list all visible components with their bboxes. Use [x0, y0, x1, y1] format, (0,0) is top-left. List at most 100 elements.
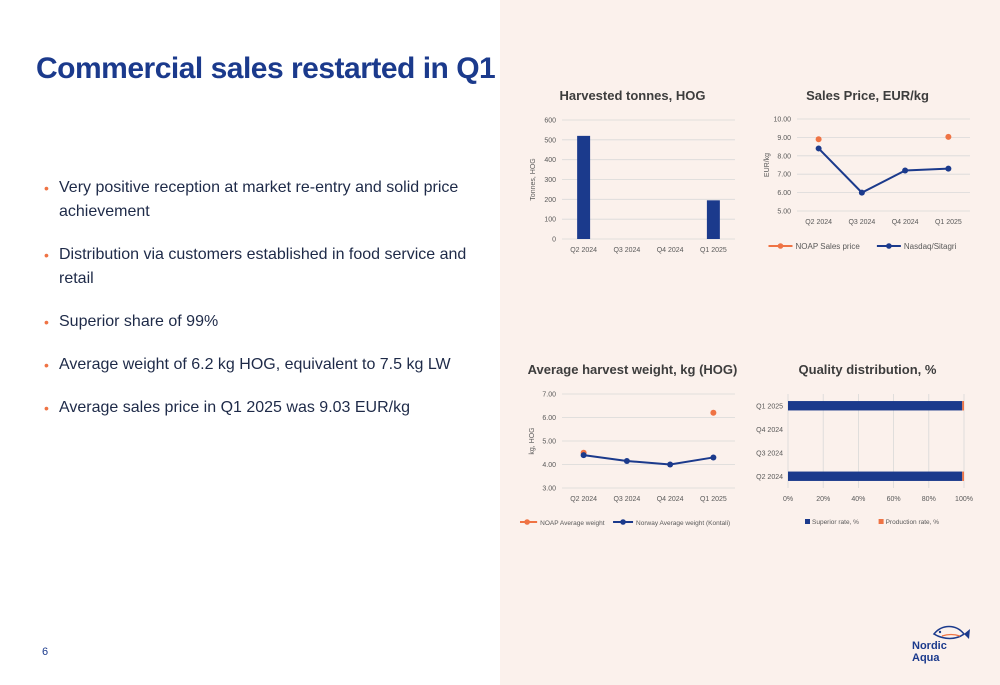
y-tick-label: Q1 2025 — [756, 403, 783, 410]
data-point — [945, 165, 952, 172]
fish-logo-icon — [932, 625, 970, 640]
y-axis-label: kg, HOG — [529, 427, 536, 454]
legend-swatch — [805, 519, 810, 524]
x-tick-label: Q4 2024 — [657, 496, 684, 503]
harvest-weight-svg: 3.00 4.00 5.00 6.00 7.00 Q2 2024 Q3 2024 Q4 202… — [517, 392, 735, 527]
legend-label: Superior rate, % — [812, 519, 859, 526]
bullet-marker: • — [44, 247, 49, 263]
legend-label: NOAP Average weight — [540, 520, 605, 527]
bar-segment — [788, 401, 963, 411]
y-tick-label: Q2 2024 — [756, 474, 783, 481]
x-tick-label: Q2 2024 — [570, 247, 597, 254]
legend-marker — [886, 243, 892, 249]
legend-label: Norway Average weight (Kontali) — [636, 520, 730, 527]
legend-label: Production rate, % — [886, 519, 940, 526]
legend-label: Nasdaq/Sitagri — [904, 242, 957, 251]
data-point — [945, 133, 952, 140]
bullet-item: • Superior share of 99% — [44, 310, 474, 334]
harvested-tonnes-chart: Harvested tonnes, HOG 0 100 200 300 400 500 60… — [520, 88, 745, 263]
company-logo: Nordic Aqua — [912, 622, 972, 670]
bullet-item: • Average sales price in Q1 2025 was 9.03… — [44, 396, 474, 420]
y-axis-label: EUR/kg — [764, 153, 771, 177]
bar-segment — [962, 401, 964, 411]
bullet-marker: • — [44, 357, 49, 373]
data-point — [580, 452, 587, 459]
x-tick-label: Q2 2024 — [805, 219, 832, 226]
bar-segment — [788, 471, 963, 481]
y-tick-label: 7.00 — [542, 392, 556, 399]
data-point — [858, 189, 865, 196]
left-panel: Commercial sales restarted in Q1 • Very p… — [36, 52, 496, 658]
x-tick-label: 0% — [783, 496, 793, 503]
y-axis-label: Tonnes, HOG — [530, 158, 537, 200]
y-tick-label: 6.00 — [542, 415, 556, 422]
bullet-marker: • — [44, 400, 49, 416]
y-tick-label: 10.00 — [773, 117, 791, 124]
x-tick-label: Q3 2024 — [613, 496, 640, 503]
bullet-text: Superior share of 99% — [59, 313, 219, 330]
bar — [577, 135, 591, 239]
right-panel — [500, 0, 1000, 685]
x-tick-label: Q4 2024 — [657, 247, 684, 254]
legend-marker — [777, 243, 784, 249]
series-line — [817, 147, 949, 194]
chart-title: Sales Price, EUR/kg — [806, 88, 929, 103]
quality-distribution-chart: Quality distribution, % 0% 20% 40% 60% 80% 10… — [755, 362, 980, 537]
y-tick-label: 600 — [544, 118, 556, 125]
bullet-marker: • — [44, 314, 49, 330]
x-tick-label: Q3 2024 — [848, 219, 875, 226]
y-tick-label: 4.00 — [542, 462, 556, 469]
y-tick-label: 5.00 — [777, 209, 791, 216]
x-tick-label: Q1 2025 — [700, 247, 727, 254]
chart-title: Quality distribution, % — [798, 362, 937, 377]
data-point — [815, 145, 822, 152]
y-tick-label: 7.00 — [777, 172, 791, 179]
harvested-tonnes-svg: 0 100 200 300 400 500 600 Q2 2024 Q3 2024 Q4 2024… — [530, 118, 735, 254]
y-tick-label: 9.00 — [777, 135, 791, 142]
y-tick-label: 300 — [544, 177, 556, 184]
x-tick-label: Q4 2024 — [892, 219, 919, 226]
y-tick-label: 0 — [552, 237, 556, 244]
series-line — [583, 454, 714, 466]
legend-swatch — [878, 519, 884, 524]
x-tick-label: 20% — [816, 496, 830, 503]
y-tick-label: 8.00 — [777, 153, 791, 160]
bullet-text: Very positive reception at market re-ent… — [59, 179, 459, 220]
y-tick-label: 100 — [544, 217, 556, 224]
bullet-marker: • — [44, 180, 49, 196]
x-tick-label: Q1 2025 — [935, 219, 962, 226]
page-number: 6 — [42, 646, 49, 658]
data-point — [710, 409, 717, 416]
bullet-item: • Very positive reception at market re-en… — [44, 176, 474, 224]
harvest-weight-chart: Average harvest weight, kg (HOG) 3.00 4.0… — [517, 362, 745, 537]
y-tick-label: 6.00 — [777, 190, 791, 197]
legend-label: NOAP Sales price — [796, 242, 861, 251]
x-tick-label: 80% — [922, 496, 936, 503]
bullet-text: Average weight of 6.2 kg HOG, equivalent… — [59, 356, 451, 373]
y-tick-label: 5.00 — [542, 439, 556, 446]
y-tick-label: 400 — [544, 157, 556, 164]
bullet-text: Average sales price in Q1 2025 was 9.03 … — [59, 399, 411, 416]
legend-marker — [620, 519, 626, 525]
y-tick-label: Q3 2024 — [756, 450, 783, 457]
data-point — [667, 461, 674, 468]
sales-price-svg: 5.00 6.00 7.00 8.00 9.00 10.00 Q2 2024 Q3 2024 Q… — [764, 117, 970, 251]
data-point — [710, 454, 717, 461]
y-tick-label: Q4 2024 — [756, 427, 783, 434]
sales-price-chart: Sales Price, EUR/kg 5.00 6.00 7.00 8.00 9.00… — [755, 88, 980, 263]
bullet-list: • Very positive reception at market re-en… — [44, 176, 474, 439]
x-tick-label: 40% — [851, 496, 865, 503]
data-point — [623, 457, 630, 464]
x-tick-label: Q1 2025 — [700, 496, 727, 503]
bullet-item: • Average weight of 6.2 kg HOG, equivalen… — [44, 353, 474, 377]
chart-title: Average harvest weight, kg (HOG) — [527, 362, 738, 377]
x-tick-label: Q2 2024 — [570, 496, 597, 503]
data-point — [902, 167, 909, 174]
page-title: Commercial sales restarted in Q1 — [36, 52, 496, 85]
data-point — [815, 136, 822, 143]
x-tick-label: 100% — [955, 496, 973, 503]
bullet-text: Distribution via customers established i… — [59, 246, 467, 287]
x-tick-label: Q3 2024 — [613, 247, 640, 254]
logo-line-1: Nordic — [912, 640, 947, 652]
legend-marker — [524, 519, 530, 525]
